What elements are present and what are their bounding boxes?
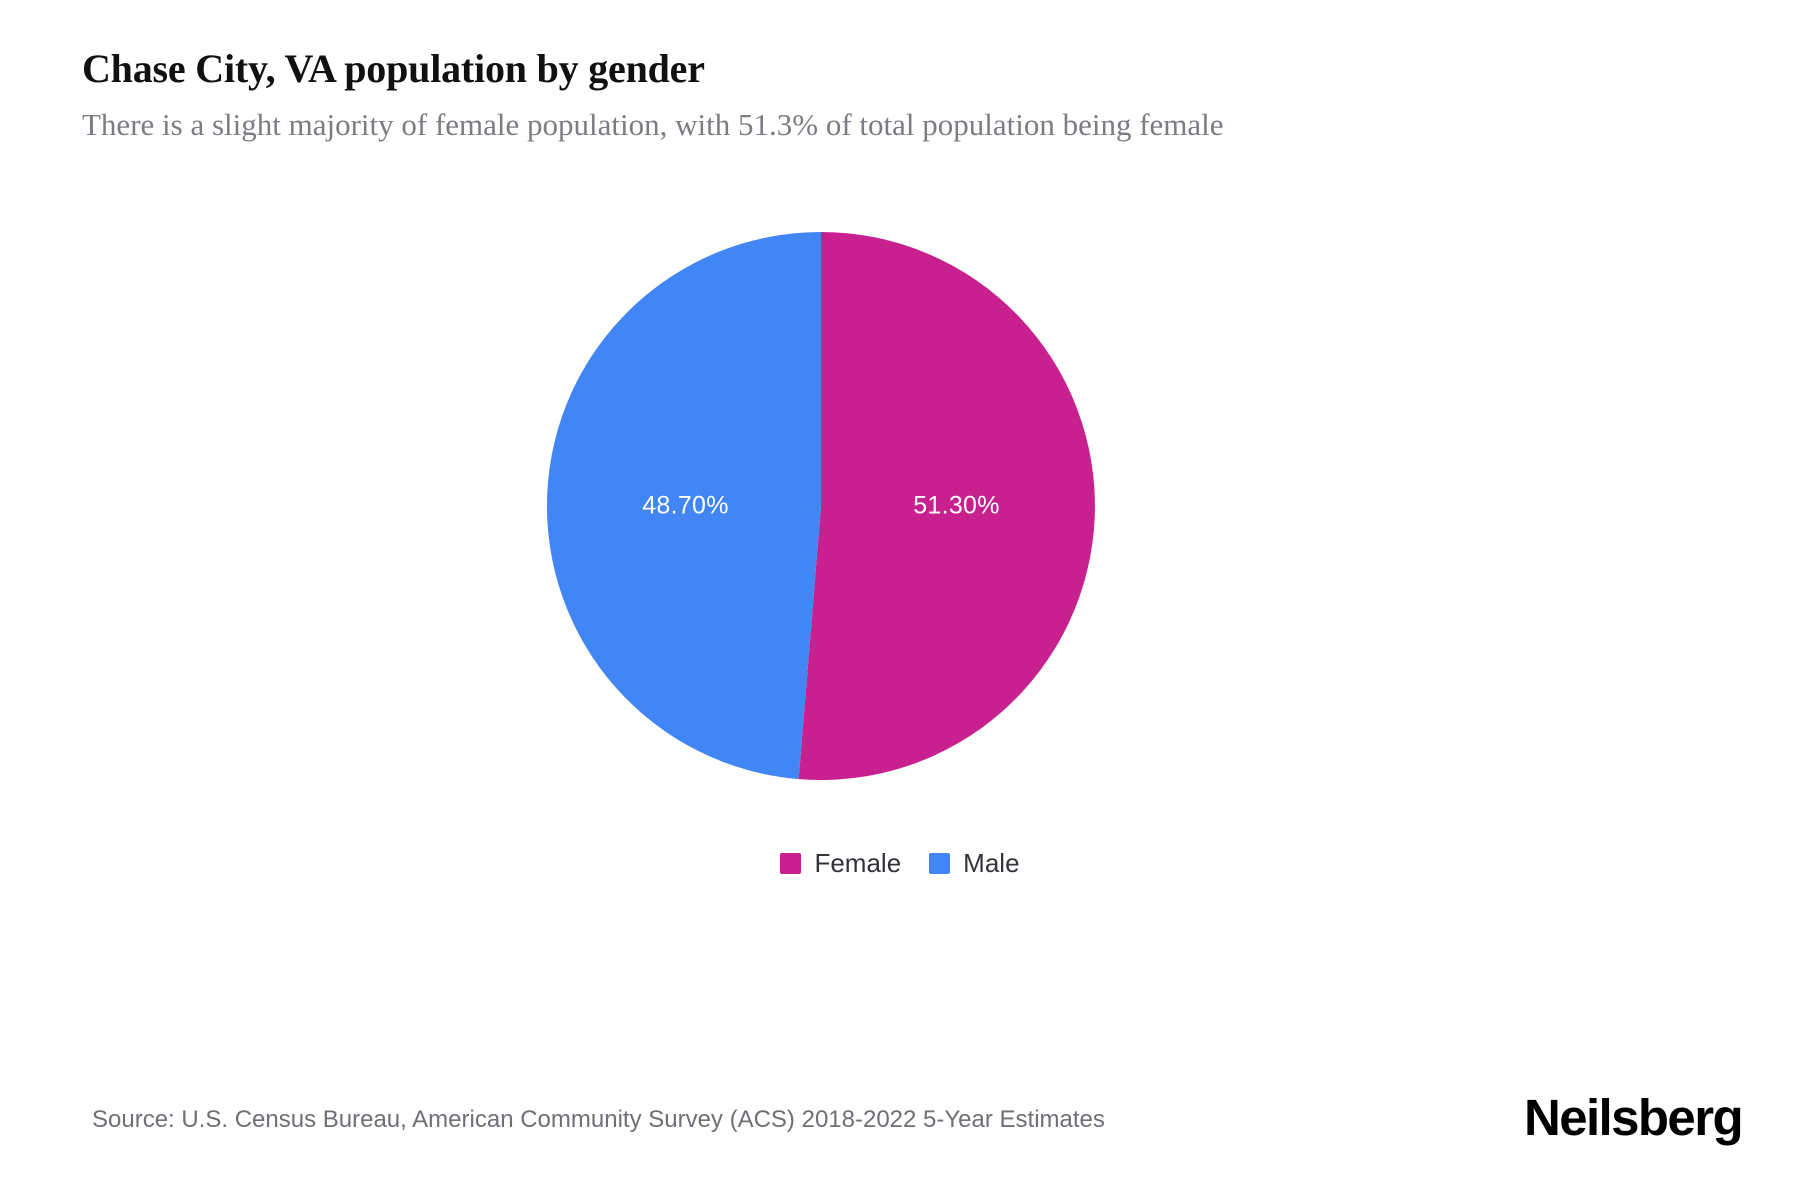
page-title: Chase City, VA population by gender	[82, 46, 705, 91]
pie-slice-label-female: 51.30%	[913, 491, 1000, 520]
legend-swatch-male-icon	[929, 852, 951, 874]
pie-slice-female[interactable]	[798, 232, 1095, 780]
pie-slice-label-male: 48.70%	[642, 491, 729, 520]
legend-label-female: Female	[814, 848, 902, 878]
legend-item-female[interactable]: Female	[780, 850, 901, 876]
legend-label-male: Male	[963, 848, 1020, 878]
chart-subtitle: There is a slight majority of female pop…	[82, 107, 1224, 142]
pie-chart: 51.30% 48.70%	[547, 232, 1095, 780]
chart-header: Chase City, VA population by gender Ther…	[82, 46, 1740, 143]
pie-chart-svg	[547, 232, 1095, 780]
brand-logo: Neilsberg	[1523, 1089, 1744, 1146]
source-note: Source: U.S. Census Bureau, American Com…	[92, 1106, 1105, 1133]
chart-footer: Source: U.S. Census Bureau, American Com…	[0, 1050, 1800, 1200]
legend-swatch-female-icon	[780, 852, 802, 874]
pie-slice-male[interactable]	[547, 232, 821, 780]
pie-chart-plot-area: 51.30% 48.70%	[0, 200, 1800, 860]
legend-item-male[interactable]: Male	[929, 848, 1020, 878]
chart-legend: Female Male	[0, 850, 1800, 876]
